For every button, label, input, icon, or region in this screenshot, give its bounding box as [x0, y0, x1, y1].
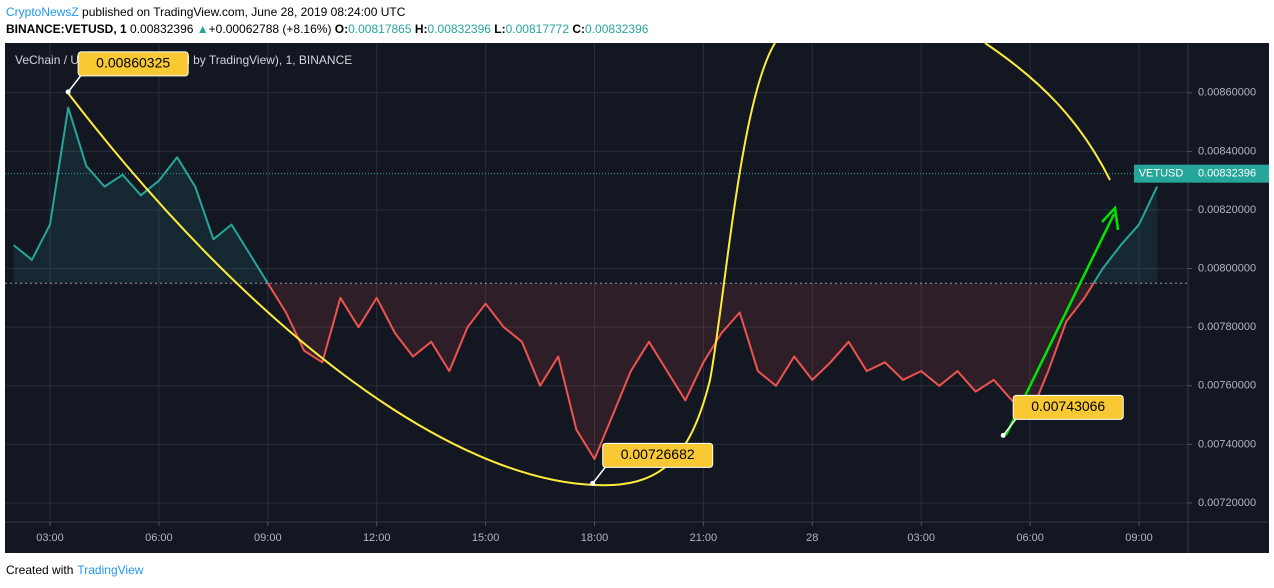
author[interactable]: CryptoNewsZ — [6, 5, 79, 19]
callout-box — [602, 442, 714, 468]
callout-box — [77, 51, 189, 77]
y-tick-label: 0.00780000 — [1198, 321, 1256, 333]
footer: Created with TradingView — [6, 563, 143, 577]
price-badge-value: 0.00832396 — [1198, 168, 1256, 180]
callout-label: 0.00743066 — [1031, 398, 1105, 414]
published: published on TradingView.com, June 28, 2… — [82, 5, 406, 19]
price-badge — [1188, 164, 1269, 183]
created: Created with — [6, 563, 74, 577]
callout-point — [1000, 432, 1006, 438]
ohlc-label: O: — [334, 22, 349, 36]
callout-point — [65, 89, 71, 95]
drawing-arrow-head — [1101, 205, 1120, 231]
price-badge — [1134, 164, 1188, 183]
y-tick-label: 0.00860000 — [1198, 87, 1256, 99]
ohlc-value: 0.00832396 — [427, 22, 491, 36]
symbol: BINANCE:VETUSD, 1 — [6, 22, 127, 36]
ohlc-label: C: — [572, 22, 586, 36]
x-tick-label: 28 — [806, 532, 818, 544]
drawing-curve — [67, 43, 776, 487]
x-tick-label: 03:00 — [907, 532, 935, 544]
series-line — [13, 106, 1159, 460]
callout-leader — [592, 464, 608, 484]
change: +0.00062788 (+8.16%) — [208, 22, 332, 36]
callout-leader — [1002, 416, 1018, 436]
symbol-line: BINANCE:VETUSD, 1 0.00832396 ▲+0.0006278… — [6, 22, 648, 36]
y-tick-label: 0.00840000 — [1198, 145, 1256, 157]
x-tick-label: 18:00 — [581, 532, 609, 544]
ohlc-value: 0.00817865 — [348, 22, 412, 36]
drawing-curve — [984, 43, 1111, 181]
x-tick-label: 06:00 — [1016, 532, 1044, 544]
x-tick-label: 06:00 — [145, 532, 173, 544]
y-tick-label: 0.00820000 — [1198, 204, 1256, 216]
ohlc-value: 0.00832396 — [585, 22, 649, 36]
callout-label: 0.00860325 — [96, 55, 170, 71]
y-tick-label: 0.00740000 — [1198, 438, 1256, 450]
brand[interactable]: TradingView — [77, 563, 144, 577]
ohlc: O:0.00817865 H:0.00832396 L:0.00817772 C… — [335, 22, 649, 36]
x-tick-label: 09:00 — [254, 532, 282, 544]
arrow: ▲ — [196, 22, 209, 36]
callout-point — [590, 480, 596, 486]
ohlc-label: L: — [494, 22, 506, 36]
y-tick-label: 0.00800000 — [1198, 262, 1256, 274]
x-tick-label: 15:00 — [472, 532, 500, 544]
ohlc-value: 0.00817772 — [505, 22, 570, 36]
callout-box — [1012, 394, 1124, 420]
x-tick-label: 03:00 — [36, 532, 64, 544]
last: 0.00832396 — [130, 22, 194, 36]
callout-label: 0.00726682 — [621, 446, 695, 462]
y-tick-label: 0.00720000 — [1198, 497, 1256, 509]
y-tick-label: 0.00760000 — [1198, 380, 1256, 392]
x-tick-label: 12:00 — [363, 532, 391, 544]
x-tick-label: 21:00 — [690, 532, 718, 544]
price-badge-name: VETUSD — [1139, 168, 1184, 180]
ohlc-label: H: — [414, 22, 428, 36]
x-tick-label: 09:00 — [1125, 532, 1153, 544]
header-line: CryptoNewsZ published on TradingView.com… — [6, 5, 405, 19]
callout-leader — [67, 73, 83, 93]
